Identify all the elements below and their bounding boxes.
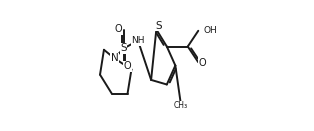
Text: S: S <box>120 43 127 53</box>
Text: OH: OH <box>203 26 217 35</box>
Text: O: O <box>115 24 122 34</box>
Text: N: N <box>111 53 118 63</box>
Text: NH: NH <box>131 36 145 45</box>
Text: S: S <box>155 21 162 31</box>
Text: O: O <box>124 61 132 71</box>
Text: CH₃: CH₃ <box>174 101 188 110</box>
Text: O: O <box>198 58 206 68</box>
